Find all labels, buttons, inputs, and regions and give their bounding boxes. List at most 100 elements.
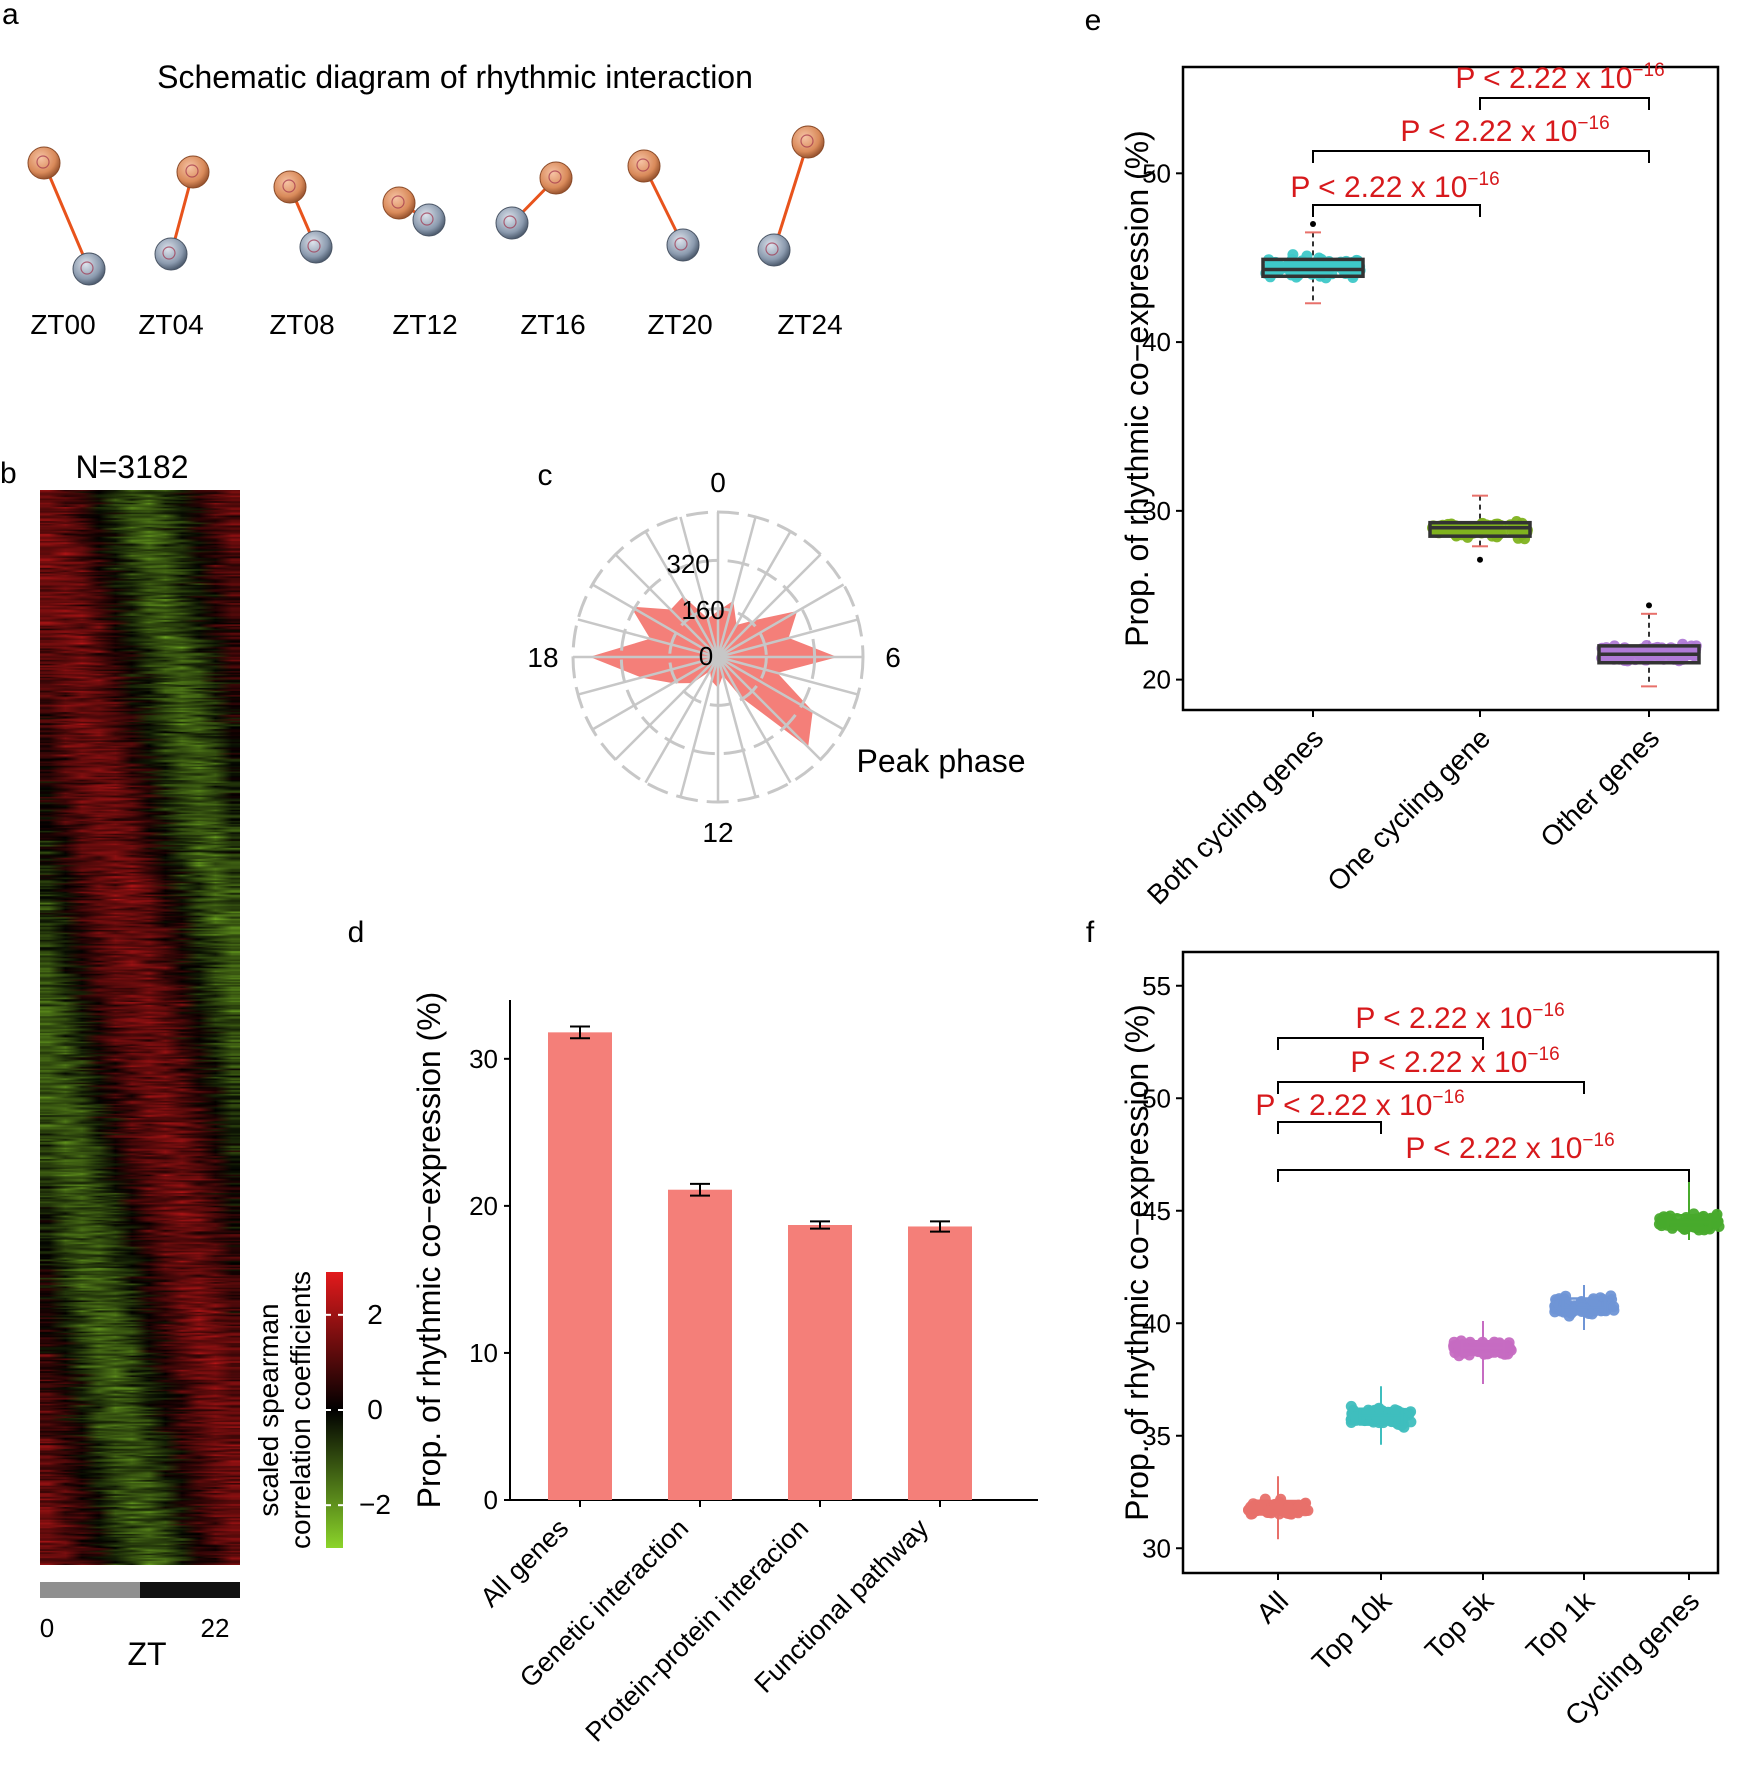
x-tick-label: One cycling gene <box>1321 722 1496 897</box>
data-point <box>1442 524 1454 536</box>
significance-bracket <box>1312 150 1650 163</box>
y-tick-label: 55 <box>1142 971 1171 1001</box>
timepoint-label: ZT24 <box>777 309 842 340</box>
zt-dark-bar <box>140 1582 240 1598</box>
gene-node-orange <box>539 161 573 195</box>
radar-angle-label: 12 <box>702 817 733 848</box>
heatmap <box>40 490 240 1565</box>
timepoint-labels: ZT00 ZT04 ZT08 ZT12 ZT16 ZT20 ZT24 <box>30 309 842 340</box>
radar-spoke <box>716 530 792 658</box>
y-tick-label: 40 <box>1142 1308 1171 1338</box>
data-point <box>1299 1505 1311 1517</box>
x-tick-label: All <box>1250 1585 1294 1629</box>
significance-bracket <box>1277 1121 1382 1134</box>
zt-light-bar <box>40 1582 140 1598</box>
y-axis-title: Prop. of rhythmic co−expression (%) <box>411 992 447 1509</box>
y-tick-label: 20 <box>1142 665 1171 695</box>
gene-node-detail <box>282 179 296 193</box>
y-tick-label: 50 <box>1142 1083 1171 1113</box>
y-tick-label: 30 <box>1142 1533 1171 1563</box>
colorbar-tick-label: −2 <box>359 1489 391 1520</box>
radar-ring <box>668 607 768 707</box>
x-tick-label: Protein-protein interacion <box>580 1513 815 1748</box>
radar-radial-label: 160 <box>681 595 724 625</box>
radar-spoke <box>577 655 719 696</box>
gene-node-detail <box>674 237 688 251</box>
outlier-point <box>1310 220 1316 227</box>
data-point <box>1608 1301 1620 1313</box>
radar-radial-label: 320 <box>666 549 709 579</box>
panel-label-e: e <box>1085 4 1102 37</box>
data-point <box>1245 1501 1257 1513</box>
data-point <box>1713 1221 1725 1232</box>
radar-ring <box>571 510 865 804</box>
p-value-label: P < 2.22 x 10−16 <box>1255 1087 1464 1122</box>
radar-angle-label: 0 <box>710 467 726 498</box>
gene-node-orange <box>176 155 210 189</box>
gene-node-blue <box>299 230 333 264</box>
radar-spoke <box>716 656 757 798</box>
y-tick-label: 30 <box>1142 496 1171 526</box>
panel-c: c 0 160 320 0 6 12 18 Peak phase <box>527 459 1025 848</box>
interaction-pair <box>273 170 333 264</box>
gene-node-detail <box>162 246 176 260</box>
gene-node-detail <box>503 215 517 229</box>
plot-frame <box>1181 65 1720 712</box>
interaction-pair <box>382 186 446 237</box>
panel-label-c: c <box>538 459 553 492</box>
outlier-point <box>1646 602 1652 609</box>
data-point <box>1587 1295 1599 1307</box>
colorbar-title-line2: correlation coefficients <box>285 1271 316 1549</box>
gene-node-blue <box>495 206 529 240</box>
radar-spoke <box>716 516 757 658</box>
radar-spoke <box>716 656 792 784</box>
gene-node-detail <box>307 239 321 253</box>
radar-angle-label: 18 <box>527 642 558 673</box>
zt-tick-end: 22 <box>201 1613 230 1643</box>
zt-axis-title: ZT <box>127 1636 166 1672</box>
y-tick-label: 30 <box>469 1044 498 1074</box>
gene-node-blue <box>757 233 791 267</box>
data-point <box>1259 1493 1271 1505</box>
radar-spoke <box>717 655 859 696</box>
significance-bracket <box>1479 97 1650 110</box>
x-tick-label: Top 1k <box>1520 1585 1601 1666</box>
gene-node-detail <box>391 195 405 209</box>
gene-node-detail <box>185 164 199 178</box>
colorbar-tick-label: 0 <box>367 1394 383 1425</box>
p-value-label: P < 2.22 x 10−16 <box>1350 1044 1559 1079</box>
timepoint-label: ZT04 <box>138 309 203 340</box>
p-value-label: P < 2.22 x 10−16 <box>1405 1130 1614 1165</box>
y-tick-label: 20 <box>469 1191 498 1221</box>
significance-bracket <box>1277 1081 1585 1094</box>
gene-node-detail <box>548 170 562 184</box>
significance-bracket <box>1277 1169 1690 1182</box>
interaction-link <box>42 162 91 270</box>
gene-node-blue <box>154 237 188 271</box>
colorbar-ticks: 2 0 −2 <box>326 1299 391 1520</box>
gene-node-blue <box>72 252 106 286</box>
plot-frame <box>1181 950 1720 1575</box>
interaction-pair <box>627 149 700 262</box>
data-point <box>1559 1303 1571 1315</box>
gene-node-orange <box>627 149 661 183</box>
zt-tick-start: 0 <box>40 1613 54 1643</box>
data-point <box>1516 524 1528 535</box>
p-value-label: P < 2.22 x 10−16 <box>1355 1000 1564 1035</box>
radar-radial-label: 0 <box>699 641 713 671</box>
y-tick-label: 45 <box>1142 1196 1171 1226</box>
colorbar-title-line1: scaled spearman <box>253 1303 284 1516</box>
panel-b: b N=3182 0 22 ZT 2 0 −2 scaled spearman co… <box>0 449 391 1672</box>
data-point <box>1676 1221 1688 1233</box>
y-tick-label: 10 <box>469 1338 498 1368</box>
interaction-link <box>772 141 810 251</box>
y-axis-title: Prop. of rhythmic co−expression (%) <box>1119 130 1155 647</box>
gene-node-detail <box>80 261 94 275</box>
interaction-pair <box>27 146 106 286</box>
